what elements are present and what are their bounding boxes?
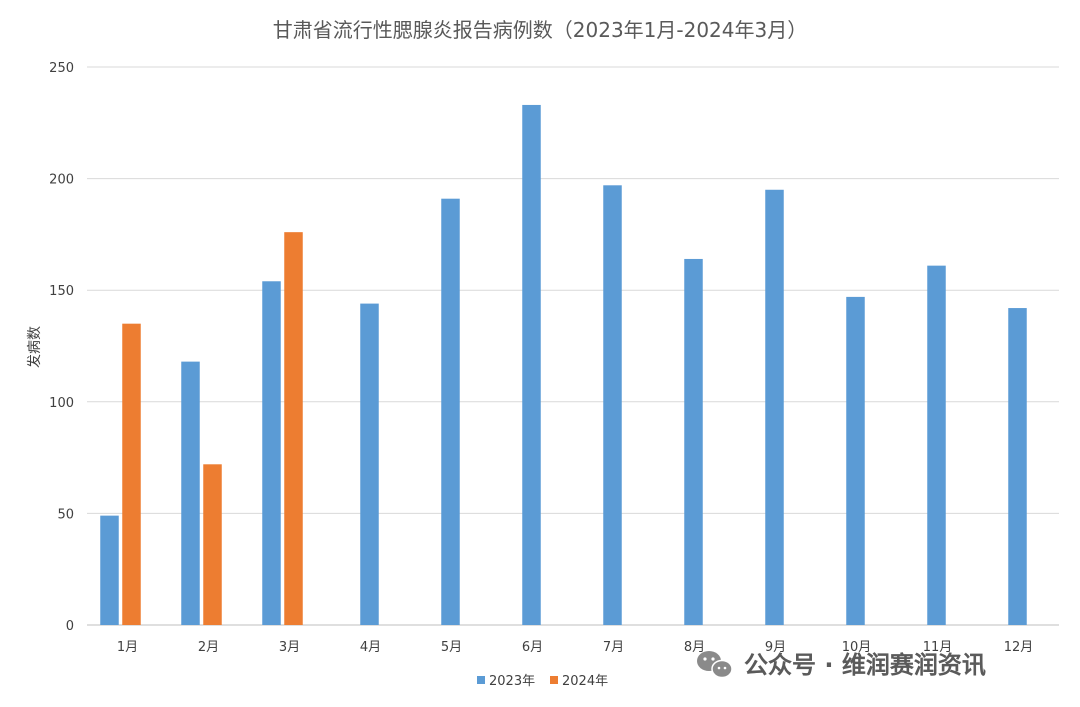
watermark-text: 公众号 · 维润赛润资讯	[744, 651, 986, 679]
x-tick-label: 12月	[1004, 640, 1034, 655]
x-tick-label: 11月	[923, 640, 953, 655]
bar-series-1	[603, 185, 622, 625]
x-tick-label: 7月	[603, 640, 624, 655]
gridlines	[87, 66, 1059, 626]
bar-series-1	[360, 303, 379, 625]
x-tick-label: 5月	[441, 640, 462, 655]
bar-series-1	[441, 198, 460, 626]
bar-series-1	[846, 296, 865, 625]
x-tick-label: 9月	[765, 640, 786, 655]
y-axis-ticks: 0 50 100 150 200 250	[49, 61, 74, 634]
bar-series-1	[522, 104, 541, 626]
legend: 2023年 2024年	[477, 674, 608, 689]
legend-label: 2024年	[562, 674, 608, 689]
x-tick-label: 3月	[279, 640, 300, 655]
bar-series-1	[1008, 308, 1027, 625]
x-tick-label: 6月	[522, 640, 543, 655]
bar-series-1	[765, 189, 784, 625]
y-tick-label: 150	[49, 284, 74, 299]
bar-series-1	[684, 258, 703, 625]
legend-label: 2023年	[489, 674, 535, 689]
x-tick-label: 1月	[117, 640, 138, 655]
chart-title: 甘肃省流行性腮腺炎报告病例数（2023年1月-2024年3月）	[273, 18, 807, 42]
bar-series-2	[284, 232, 303, 625]
y-tick-label: 0	[66, 619, 74, 634]
watermark: 公众号 · 维润赛润资讯	[697, 651, 986, 679]
wechat-icon	[697, 651, 733, 679]
bar-series-1	[181, 361, 200, 625]
x-tick-label: 10月	[842, 640, 872, 655]
bar-series-1	[100, 515, 119, 625]
y-tick-label: 200	[49, 173, 74, 188]
bars	[100, 104, 1027, 626]
x-tick-label: 2月	[198, 640, 219, 655]
x-axis-ticks: 1月 2月 3月 4月 5月 6月 7月 8月 9月 10月 11月 12月	[117, 640, 1033, 655]
y-tick-label: 50	[57, 507, 74, 522]
bar-series-2	[203, 464, 222, 625]
legend-swatch	[477, 676, 485, 684]
bar-series-2	[122, 323, 141, 625]
y-tick-label: 100	[49, 396, 74, 411]
x-tick-label: 8月	[684, 640, 705, 655]
bar-series-1	[927, 265, 946, 625]
bar-series-1	[262, 281, 281, 625]
y-axis-title: 发病数	[27, 326, 43, 368]
x-tick-label: 4月	[360, 640, 381, 655]
y-tick-label: 250	[49, 61, 74, 76]
legend-swatch	[550, 676, 558, 684]
